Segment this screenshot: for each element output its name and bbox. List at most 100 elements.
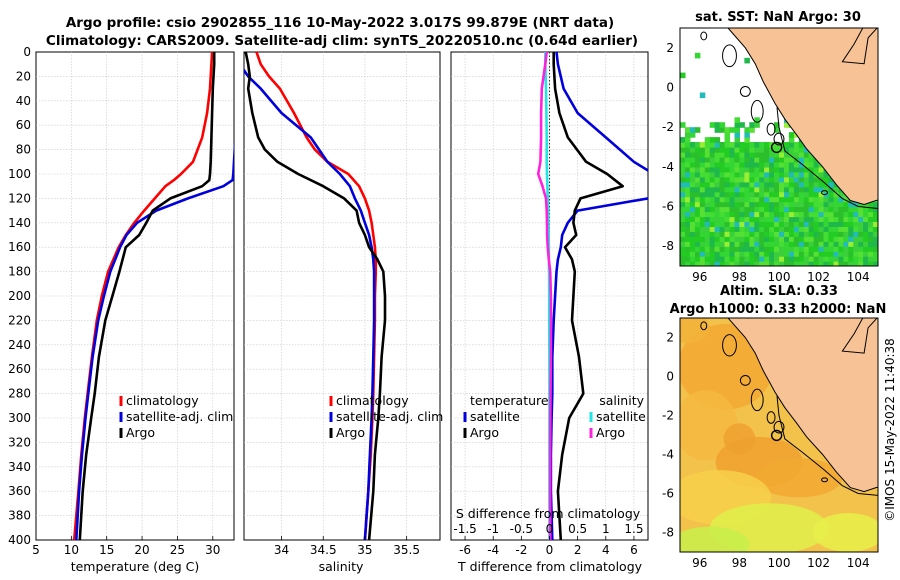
- sst-cell: [689, 181, 696, 188]
- sst-cell: [734, 156, 740, 163]
- sst-cell: [704, 251, 711, 257]
- sst-cell: [729, 171, 735, 178]
- sst-cell: [699, 171, 706, 178]
- sst-cell: [818, 246, 825, 252]
- sst-cell: [704, 201, 711, 208]
- sst-cell: [853, 256, 859, 262]
- sst-cell: [774, 186, 780, 193]
- sst-cell: [764, 226, 770, 232]
- sst-cell: [724, 156, 730, 163]
- sst-cell: [779, 236, 785, 242]
- sst-cell: [788, 251, 795, 257]
- sst-cell: [724, 211, 730, 218]
- sst-cell: [744, 137, 750, 143]
- sst-map-panel: sat. SST: NaN Argo: 30 96 98 100 102 104 2 0 -…: [662, 10, 879, 284]
- sst-cell: [680, 181, 686, 188]
- sst-cell: [759, 191, 765, 198]
- sst-cell: [694, 241, 701, 247]
- sst-cell: [873, 241, 878, 247]
- sst-cell: [808, 156, 815, 163]
- sst-cell: [823, 186, 829, 193]
- salinity-lines: [244, 52, 387, 540]
- sst-cell: [729, 261, 735, 266]
- sst-cell: [788, 132, 795, 138]
- sst-cell: [739, 241, 745, 247]
- sst-cell: [863, 231, 869, 237]
- t-difference-tick-labels: -6 -4 -2 0 2 4 6: [459, 536, 638, 557]
- sst-cell: [685, 226, 691, 232]
- shelf-contour: [776, 395, 878, 496]
- sst-cell: [739, 201, 745, 208]
- sst-cell: [719, 152, 726, 158]
- sst-cell: [709, 251, 716, 257]
- sst-cell: [788, 201, 795, 208]
- sst-cell: [689, 246, 696, 252]
- sst-cell: [868, 236, 874, 242]
- sst-cell: [704, 226, 711, 232]
- sst-cell: [754, 206, 760, 213]
- sst-cell: [744, 246, 750, 252]
- sst-cell: [714, 171, 721, 178]
- sumatra-land: [727, 318, 878, 493]
- depth-tick-label: 40: [16, 94, 31, 108]
- sst-cell: [749, 176, 755, 183]
- sst-cell: [724, 201, 730, 208]
- sst-cell: [759, 261, 765, 266]
- sst-cell: [769, 231, 775, 237]
- sst-cell: [709, 122, 716, 128]
- sst-cell: [868, 241, 874, 247]
- sst-cell: [858, 251, 864, 257]
- sst-cell: [694, 216, 701, 222]
- sst-cell: [838, 221, 844, 227]
- sst-cell: [729, 251, 735, 257]
- sst-cell: [744, 226, 750, 232]
- sst-cell: [843, 221, 849, 227]
- sst-cell: [689, 186, 696, 193]
- sst-cell: [769, 251, 775, 257]
- sst-cell: [709, 176, 716, 183]
- x-tick-label: 35: [357, 543, 372, 557]
- sst-cell: [848, 251, 854, 257]
- island-outline: [766, 411, 776, 424]
- sst-cell: [694, 186, 701, 193]
- sumatra-land: [727, 28, 878, 206]
- sst-cell: [803, 191, 810, 198]
- sst-cell: [724, 196, 730, 203]
- sst-cell: [694, 127, 701, 133]
- sst-cell: [774, 231, 780, 237]
- difference-legend: temperature salinitysatelliteArgosatellit…: [463, 393, 646, 440]
- sst-cell: [843, 251, 849, 257]
- sst-cell: [685, 181, 691, 188]
- sst-cell: [719, 231, 726, 237]
- sst-cell: [709, 156, 716, 163]
- sst-cell: [699, 191, 706, 198]
- sst-cell: [694, 52, 701, 59]
- sst-cell: [779, 221, 785, 227]
- sst-cell: [823, 236, 829, 242]
- sst-cell: [803, 166, 810, 173]
- difference-panel: -6 -4 -2 0 2 4 6 -1.5 -1 -0.5 0 0.5 1 1.5 S differen…: [450, 51, 649, 574]
- sst-cell: [818, 226, 825, 232]
- sst-cell: [709, 216, 716, 222]
- sst-cell: [779, 196, 785, 203]
- argo-position-marker: [770, 429, 783, 442]
- sst-cell: [694, 256, 701, 262]
- sst-cell: [813, 171, 820, 178]
- sst-cell: [808, 211, 815, 218]
- sst-cell: [779, 241, 785, 247]
- sst-cell: [714, 142, 721, 148]
- sst-cell: [689, 221, 696, 227]
- sst-cell: [788, 186, 795, 193]
- sst-cell: [749, 251, 755, 257]
- sst-cell: [759, 152, 765, 158]
- sst-cell: [823, 171, 829, 178]
- lon-tick-label: 102: [807, 556, 830, 570]
- sst-cell: [823, 246, 829, 252]
- sla-map-border: [679, 317, 879, 553]
- sst-map-content: [680, 28, 878, 266]
- x-tick-label: 5: [32, 543, 40, 557]
- sst-cell: [813, 161, 820, 168]
- sst-cell: [828, 176, 834, 183]
- sst-cell: [739, 191, 745, 198]
- sst-cell: [749, 171, 755, 178]
